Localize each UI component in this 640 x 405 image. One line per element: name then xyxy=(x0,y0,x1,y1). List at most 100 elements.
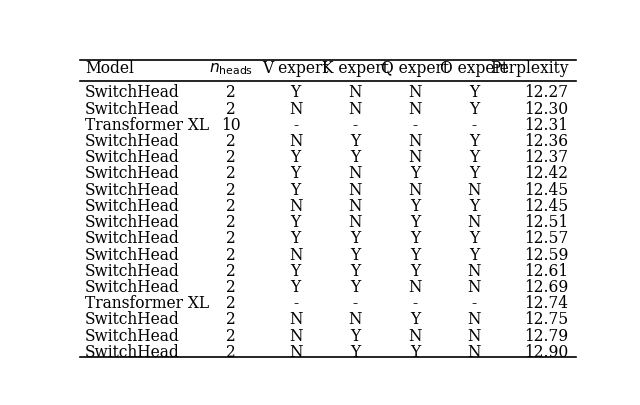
Text: SwitchHead: SwitchHead xyxy=(85,279,180,296)
Text: 12.36: 12.36 xyxy=(524,133,568,150)
Text: SwitchHead: SwitchHead xyxy=(85,166,180,183)
Text: V expert: V expert xyxy=(262,60,329,77)
Text: N: N xyxy=(468,263,481,280)
Text: Perplexity: Perplexity xyxy=(490,60,568,77)
Text: SwitchHead: SwitchHead xyxy=(85,84,180,101)
Text: N: N xyxy=(468,328,481,345)
Text: Y: Y xyxy=(410,311,420,328)
Text: Y: Y xyxy=(291,182,301,199)
Text: 12.57: 12.57 xyxy=(524,230,568,247)
Text: Y: Y xyxy=(291,263,301,280)
Text: SwitchHead: SwitchHead xyxy=(85,263,180,280)
Text: SwitchHead: SwitchHead xyxy=(85,133,180,150)
Text: Transformer XL: Transformer XL xyxy=(85,295,209,312)
Text: N: N xyxy=(289,198,303,215)
Text: 12.59: 12.59 xyxy=(524,247,568,264)
Text: SwitchHead: SwitchHead xyxy=(85,328,180,345)
Text: -: - xyxy=(353,117,358,134)
Text: SwitchHead: SwitchHead xyxy=(85,198,180,215)
Text: N: N xyxy=(468,214,481,231)
Text: N: N xyxy=(468,344,481,361)
Text: -: - xyxy=(472,295,477,312)
Text: N: N xyxy=(408,328,422,345)
Text: N: N xyxy=(289,133,303,150)
Text: Y: Y xyxy=(410,166,420,183)
Text: Y: Y xyxy=(410,214,420,231)
Text: 2: 2 xyxy=(227,230,236,247)
Text: Y: Y xyxy=(291,279,301,296)
Text: 12.45: 12.45 xyxy=(524,182,568,199)
Text: -: - xyxy=(353,295,358,312)
Text: Transformer XL: Transformer XL xyxy=(85,117,209,134)
Text: Y: Y xyxy=(350,328,360,345)
Text: 2: 2 xyxy=(227,295,236,312)
Text: SwitchHead: SwitchHead xyxy=(85,214,180,231)
Text: N: N xyxy=(408,279,422,296)
Text: $n_{\mathrm{heads}}$: $n_{\mathrm{heads}}$ xyxy=(209,60,253,77)
Text: N: N xyxy=(349,182,362,199)
Text: N: N xyxy=(408,182,422,199)
Text: -: - xyxy=(412,295,417,312)
Text: N: N xyxy=(408,133,422,150)
Text: N: N xyxy=(349,198,362,215)
Text: 12.27: 12.27 xyxy=(525,84,568,101)
Text: Y: Y xyxy=(410,344,420,361)
Text: 12.42: 12.42 xyxy=(525,166,568,183)
Text: N: N xyxy=(289,344,303,361)
Text: -: - xyxy=(293,295,298,312)
Text: N: N xyxy=(408,149,422,166)
Text: 2: 2 xyxy=(227,214,236,231)
Text: 12.51: 12.51 xyxy=(524,214,568,231)
Text: Y: Y xyxy=(350,344,360,361)
Text: Y: Y xyxy=(469,230,479,247)
Text: -: - xyxy=(412,117,417,134)
Text: Y: Y xyxy=(350,279,360,296)
Text: N: N xyxy=(289,328,303,345)
Text: 2: 2 xyxy=(227,149,236,166)
Text: 2: 2 xyxy=(227,344,236,361)
Text: 12.30: 12.30 xyxy=(524,100,568,117)
Text: 2: 2 xyxy=(227,263,236,280)
Text: 12.75: 12.75 xyxy=(524,311,568,328)
Text: N: N xyxy=(349,311,362,328)
Text: 2: 2 xyxy=(227,166,236,183)
Text: Y: Y xyxy=(410,198,420,215)
Text: N: N xyxy=(468,279,481,296)
Text: 2: 2 xyxy=(227,182,236,199)
Text: 12.90: 12.90 xyxy=(524,344,568,361)
Text: N: N xyxy=(349,214,362,231)
Text: K expert: K expert xyxy=(322,60,388,77)
Text: 12.61: 12.61 xyxy=(524,263,568,280)
Text: Y: Y xyxy=(469,247,479,264)
Text: 12.74: 12.74 xyxy=(525,295,568,312)
Text: Y: Y xyxy=(291,230,301,247)
Text: Y: Y xyxy=(469,84,479,101)
Text: Y: Y xyxy=(291,214,301,231)
Text: N: N xyxy=(289,311,303,328)
Text: Y: Y xyxy=(350,263,360,280)
Text: Y: Y xyxy=(469,100,479,117)
Text: SwitchHead: SwitchHead xyxy=(85,182,180,199)
Text: Y: Y xyxy=(469,133,479,150)
Text: Y: Y xyxy=(410,230,420,247)
Text: Y: Y xyxy=(350,247,360,264)
Text: Y: Y xyxy=(291,149,301,166)
Text: Y: Y xyxy=(350,149,360,166)
Text: SwitchHead: SwitchHead xyxy=(85,247,180,264)
Text: 12.31: 12.31 xyxy=(525,117,568,134)
Text: N: N xyxy=(289,247,303,264)
Text: N: N xyxy=(349,84,362,101)
Text: 12.69: 12.69 xyxy=(524,279,568,296)
Text: 2: 2 xyxy=(227,279,236,296)
Text: SwitchHead: SwitchHead xyxy=(85,149,180,166)
Text: 2: 2 xyxy=(227,100,236,117)
Text: 12.45: 12.45 xyxy=(524,198,568,215)
Text: Q expert: Q expert xyxy=(381,60,449,77)
Text: Y: Y xyxy=(410,247,420,264)
Text: 12.37: 12.37 xyxy=(525,149,568,166)
Text: -: - xyxy=(293,117,298,134)
Text: SwitchHead: SwitchHead xyxy=(85,311,180,328)
Text: Y: Y xyxy=(350,133,360,150)
Text: 2: 2 xyxy=(227,84,236,101)
Text: 12.79: 12.79 xyxy=(524,328,568,345)
